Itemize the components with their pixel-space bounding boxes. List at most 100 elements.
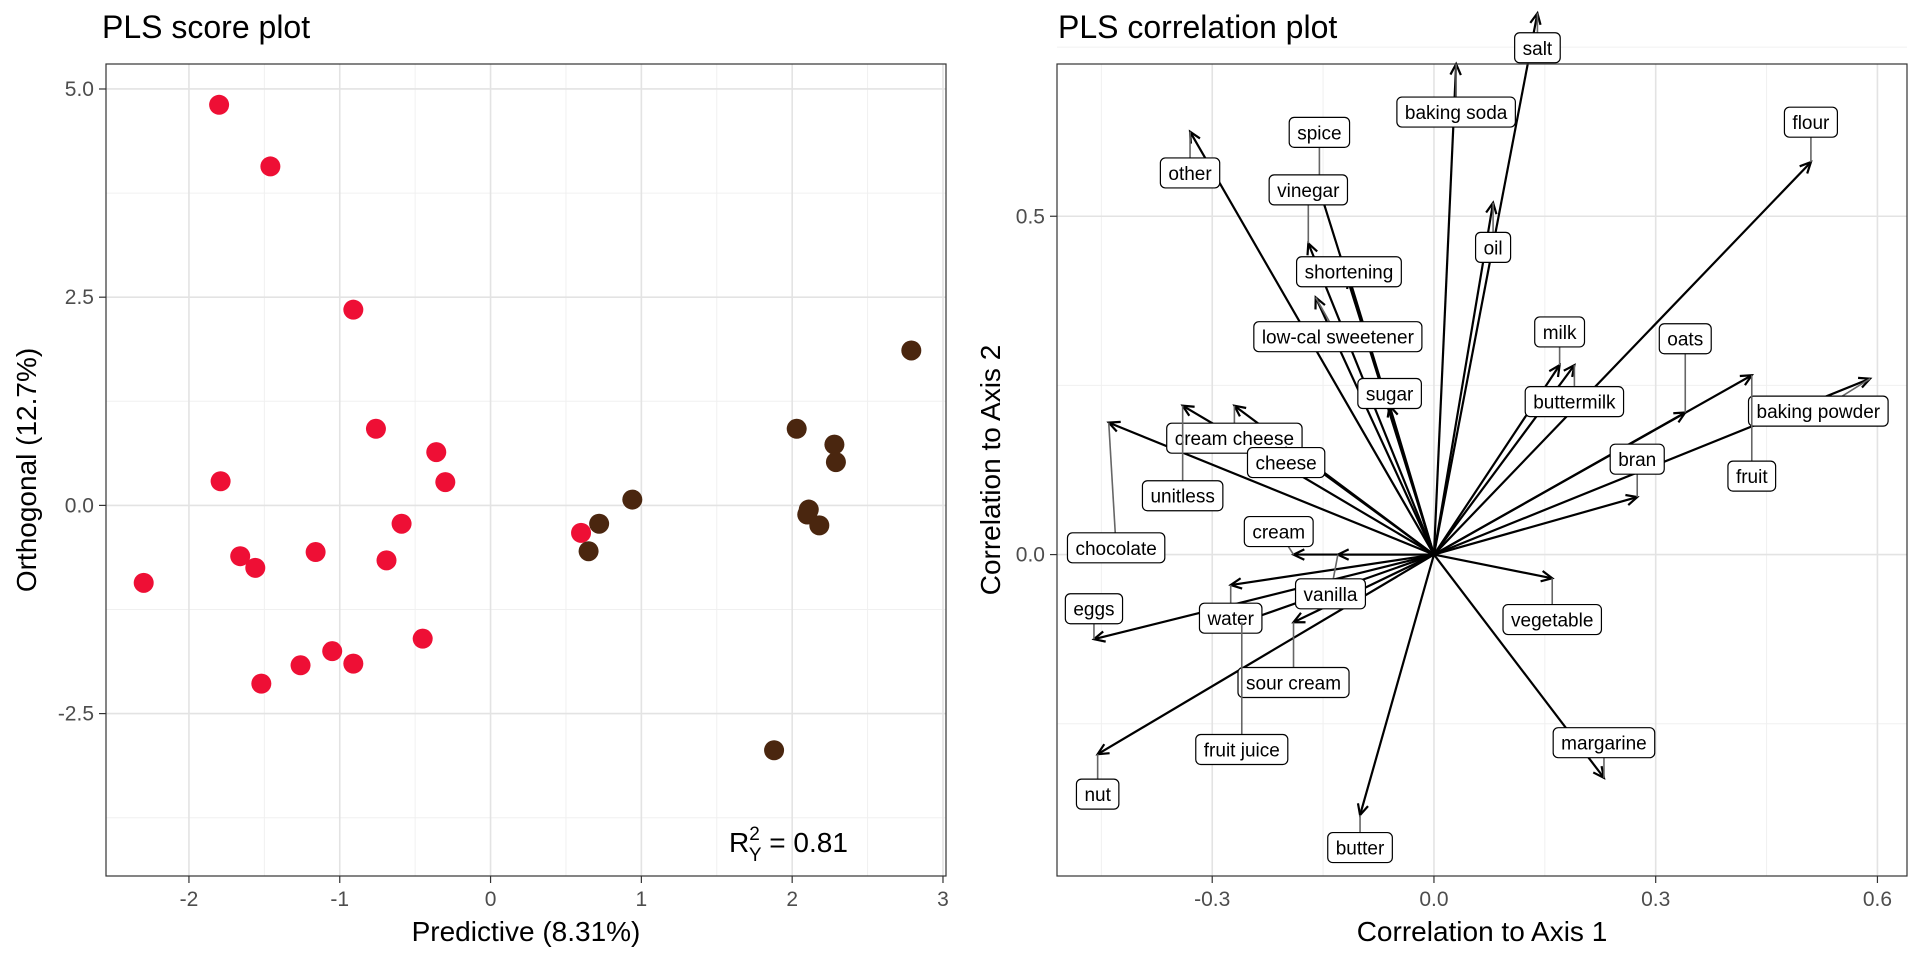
score-y-axis-title: Orthogonal (12.7%) — [11, 348, 42, 592]
score-point — [426, 442, 447, 463]
correlation-x-tick-label: 0.6 — [1863, 888, 1892, 911]
variable-label: sour cream — [1237, 622, 1350, 699]
variable-name: nut — [1084, 785, 1111, 806]
variable-label: fruit — [1727, 375, 1777, 492]
variable-name: shortening — [1305, 263, 1394, 284]
score-x-ticks: -2 -1 0 1 2 3 — [180, 876, 949, 911]
score-point — [133, 572, 154, 593]
variable-name: cheese — [1255, 454, 1316, 475]
variable-label: unitless — [1141, 405, 1224, 512]
variable-name: bran — [1618, 450, 1656, 471]
variable-label: bran — [1609, 443, 1665, 498]
label-box — [1357, 377, 1422, 410]
variable-name: flour — [1792, 113, 1830, 134]
correlation-plot-border — [1056, 63, 1908, 877]
label-box — [1783, 106, 1838, 138]
variable-label: oil — [1474, 202, 1512, 263]
label-box — [1552, 727, 1656, 759]
correlation-labels: salt baking soda flour other spice vinegar oil… — [1064, 13, 1889, 864]
variable-name: vinegar — [1277, 181, 1340, 202]
correlation-x-ticks: -0.3 0.0 0.3 0.6 — [1194, 876, 1892, 911]
label-box — [1747, 395, 1889, 427]
score-plot-title: PLS score plot — [102, 9, 310, 45]
variable-label: low-cal sweetener — [1253, 297, 1423, 353]
r2-sub: Y — [749, 845, 762, 866]
r2-sup: 2 — [749, 824, 760, 845]
variable-label: vinegar — [1268, 174, 1349, 244]
label-box — [1253, 321, 1423, 353]
variable-label: nut — [1075, 754, 1120, 810]
score-point — [322, 641, 343, 662]
score-point — [365, 418, 386, 439]
label-box — [1166, 422, 1303, 454]
variable-label: vegetable — [1502, 578, 1603, 636]
score-point — [343, 653, 364, 674]
variable-name: low-cal sweetener — [1262, 328, 1415, 349]
score-point — [376, 550, 397, 571]
label-box — [1195, 733, 1289, 766]
variable-name: spice — [1297, 123, 1341, 144]
score-points — [133, 94, 922, 761]
score-x-tick-label: -1 — [330, 888, 349, 911]
variable-name: fruit juice — [1204, 740, 1280, 761]
score-y-tick-label: 0.0 — [65, 494, 94, 517]
label-box — [1268, 174, 1349, 206]
score-x-tick-label: 2 — [786, 888, 798, 911]
score-plot-area — [106, 64, 946, 876]
label-box — [1534, 316, 1586, 348]
label-box — [1609, 443, 1665, 475]
variable-name: sugar — [1366, 385, 1414, 406]
score-point — [578, 541, 599, 562]
variable-label: flour — [1783, 106, 1838, 163]
variable-name: buttermilk — [1533, 393, 1616, 414]
variable-name: unitless — [1150, 487, 1214, 508]
score-point — [245, 557, 266, 578]
correlation-x-tick-label: 0.3 — [1641, 888, 1670, 911]
score-point — [589, 513, 610, 534]
variable-label: salt — [1514, 13, 1561, 64]
score-point — [824, 434, 845, 455]
r2-value: = 0.81 — [762, 827, 848, 858]
variable-name: fruit — [1736, 467, 1768, 488]
variable-label: cream — [1243, 515, 1314, 556]
label-leader-line — [1107, 422, 1117, 548]
score-point — [260, 156, 281, 177]
label-box — [1295, 256, 1402, 288]
score-point — [622, 489, 643, 510]
label-box — [1514, 32, 1561, 64]
score-point — [571, 522, 592, 543]
label-box — [1727, 460, 1777, 492]
label-box — [1246, 446, 1326, 479]
score-point — [786, 418, 807, 439]
score-y-tick-label: -2.5 — [58, 703, 94, 726]
variable-name: oats — [1667, 330, 1703, 351]
variable-name: oil — [1484, 238, 1503, 259]
variable-name: sour cream — [1246, 673, 1341, 694]
score-x-tick-label: 0 — [485, 888, 497, 911]
variable-label: shortening — [1295, 256, 1402, 288]
score-x-axis-title: Predictive (8.31%) — [412, 916, 641, 947]
variable-label: oats — [1658, 323, 1712, 413]
variable-label: water — [1198, 585, 1263, 634]
variable-label: vanilla — [1294, 554, 1367, 610]
score-plot-panel: PLS score plot -2 -1 0 1 2 3 -2.5 0.0 2.5 5.0 Pr… — [11, 9, 949, 947]
variable-label: cream cheese — [1166, 405, 1303, 454]
variable-label: butter — [1327, 815, 1393, 864]
score-point — [305, 542, 326, 563]
correlation-plot-panel: PLS correlation plot salt baking soda flou… — [975, 9, 1908, 947]
variable-label: sugar — [1357, 377, 1422, 410]
score-point — [209, 94, 230, 115]
correlation-y-tick-label: 0.0 — [1016, 544, 1045, 567]
label-box — [1141, 480, 1224, 512]
score-y-ticks: -2.5 0.0 2.5 5.0 — [58, 78, 106, 726]
label-box — [1198, 602, 1263, 634]
label-box — [1243, 515, 1314, 548]
variable-label: fruit juice — [1195, 622, 1289, 766]
correlation-x-tick-label: 0.0 — [1419, 888, 1448, 911]
variable-label: milk — [1534, 316, 1586, 366]
score-x-tick-label: 3 — [937, 888, 949, 911]
correlation-y-tick-label: 0.5 — [1016, 205, 1045, 228]
score-point — [809, 515, 830, 536]
label-box — [1524, 386, 1625, 418]
variable-label: eggs — [1064, 593, 1124, 640]
